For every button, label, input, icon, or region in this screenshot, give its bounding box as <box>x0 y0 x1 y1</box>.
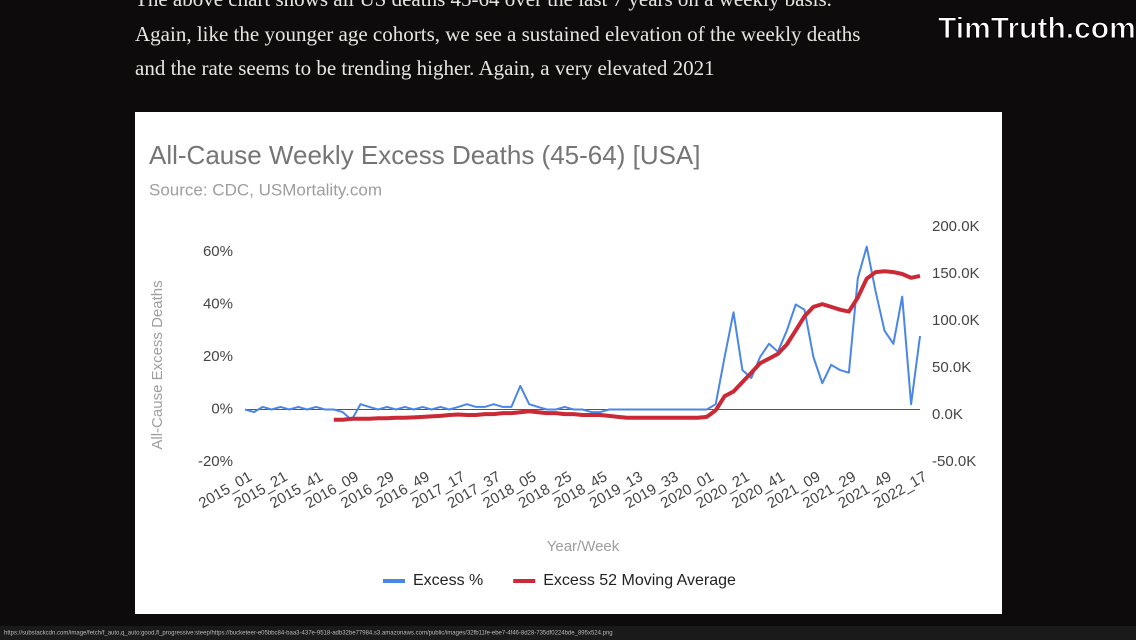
status-bar <box>0 626 1136 640</box>
y2-tick-label: 150.0K <box>932 265 980 282</box>
x-axis-title: Year/Week <box>547 538 620 555</box>
y-tick-label: 60% <box>203 243 233 260</box>
y2-tick-label: 100.0K <box>932 312 980 329</box>
y-tick-label: 20% <box>203 348 233 365</box>
paragraph-line: and the rate seems to be trending higher… <box>135 56 715 80</box>
y-tick-label: 0% <box>211 400 233 417</box>
y-axis-title: All-Cause Excess Deaths <box>149 280 166 449</box>
legend-label: Excess % <box>413 572 483 589</box>
series-line <box>244 245 921 421</box>
y2-tick-label: 200.0K <box>932 218 980 235</box>
y-tick-label: -20% <box>198 453 233 470</box>
chart-card <box>135 112 1002 614</box>
paragraph-line: Again, like the younger age cohorts, we … <box>135 22 860 46</box>
chart-subtitle: Source: CDC, USMortality.com <box>149 180 382 199</box>
y2-tick-label: -50.0K <box>932 453 976 470</box>
paragraph-line: The above chart shows all US deaths 45-6… <box>135 0 832 11</box>
y2-tick-label: 0.0K <box>932 406 963 423</box>
y2-tick-label: 50.0K <box>932 359 971 376</box>
chart-title: All-Cause Weekly Excess Deaths (45-64) [… <box>149 140 701 170</box>
legend-label: Excess 52 Moving Average <box>543 572 736 589</box>
y-tick-label: 40% <box>203 295 233 312</box>
status-url: https://substackcdn.com/image/fetch/f_au… <box>4 631 613 637</box>
watermark: TimTruth.com <box>938 12 1136 45</box>
series-line <box>333 269 921 422</box>
